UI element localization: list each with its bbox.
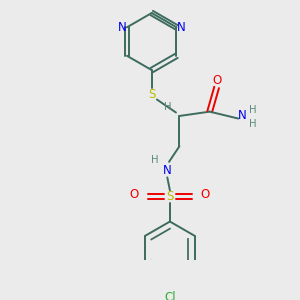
Text: Cl: Cl [164, 291, 176, 300]
Text: O: O [212, 74, 221, 87]
Text: N: N [238, 110, 247, 122]
Text: N: N [117, 21, 126, 34]
Text: N: N [177, 21, 186, 34]
Text: S: S [166, 190, 174, 203]
Text: O: O [201, 188, 210, 201]
Text: S: S [148, 88, 155, 101]
Text: H: H [249, 105, 257, 115]
Text: H: H [152, 155, 159, 165]
Text: N: N [163, 164, 172, 177]
Text: H: H [249, 119, 257, 129]
Text: O: O [130, 188, 139, 201]
Text: H: H [164, 102, 172, 112]
